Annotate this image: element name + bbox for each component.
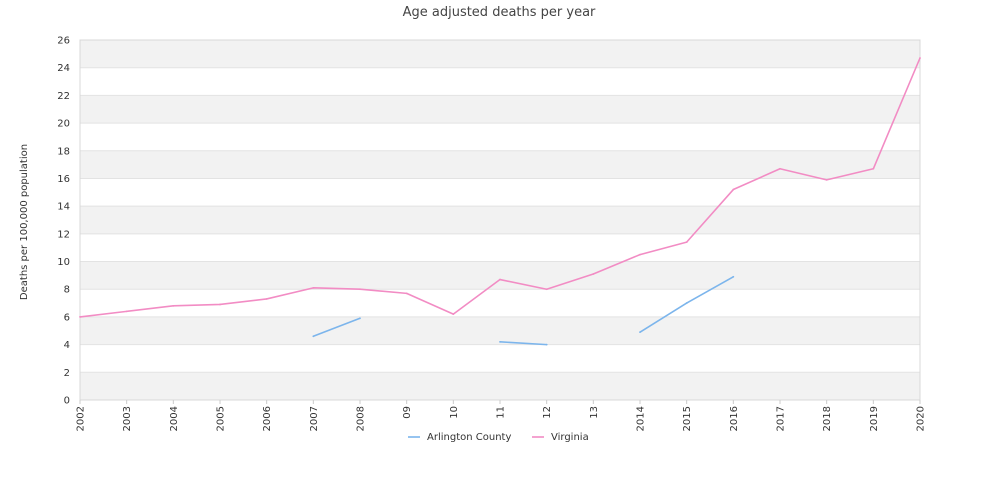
x-tick-label: 10: [449, 406, 460, 419]
data-point: [125, 310, 128, 313]
data-point: [405, 292, 408, 295]
x-tick-label: 2004: [169, 406, 180, 431]
grid-band: [80, 206, 920, 234]
series-line: [499, 341, 547, 346]
x-tick-label: 09: [402, 406, 413, 419]
x-tick-label: 2005: [216, 406, 227, 431]
grid-band: [80, 95, 920, 124]
data-point: [639, 331, 641, 334]
x-tick-label: 2019: [869, 406, 880, 431]
data-point: [639, 253, 641, 256]
x-tick-label: 2017: [776, 406, 787, 431]
y-tick-label: 20: [57, 119, 70, 130]
x-tick-label: 2006: [262, 406, 273, 431]
x-tick-label: 2007: [309, 406, 320, 431]
data-point: [732, 188, 735, 191]
data-point: [359, 317, 361, 320]
data-point: [499, 278, 501, 281]
series-arlington-county: [312, 275, 735, 346]
grid-band: [80, 372, 920, 400]
data-point: [732, 275, 735, 278]
x-tick-label: 2016: [729, 406, 740, 431]
legend: Arlington County Virginia: [408, 432, 589, 443]
data-point: [685, 302, 688, 304]
y-tick-label: 12: [57, 229, 70, 240]
x-tick-label: 12: [542, 406, 553, 419]
y-tick-label: 6: [64, 312, 70, 323]
series-layer: [79, 57, 921, 346]
data-point: [685, 241, 688, 244]
y-tick-label: 4: [64, 340, 70, 351]
data-point: [872, 167, 875, 170]
y-tick-label: 16: [57, 174, 70, 185]
data-point: [312, 335, 315, 338]
series-virginia: [79, 57, 921, 318]
x-tick-label: 2008: [356, 406, 367, 431]
data-point: [172, 304, 175, 307]
x-tick-label: 2018: [822, 406, 833, 431]
grid-band: [80, 150, 920, 179]
x-tick-label: 2003: [122, 406, 133, 431]
data-point: [545, 343, 548, 346]
x-axis-ticks: 2002 2003 2004 2005 2006 2007 2008 09 10 11 12 13 20…: [76, 400, 927, 431]
y-tick-label: 8: [64, 285, 70, 296]
y-tick-label: 2: [64, 368, 70, 379]
grid-band: [80, 316, 920, 345]
grid-bands: [80, 40, 920, 400]
data-point: [79, 316, 81, 318]
x-tick-label: 2020: [916, 406, 927, 431]
y-axis-label: Deaths per 100,000 population: [19, 144, 30, 300]
y-tick-label: 14: [57, 202, 70, 213]
x-tick-label: 13: [589, 406, 600, 419]
data-point: [779, 167, 781, 170]
grid-band: [80, 261, 920, 290]
y-tick-label: 18: [57, 146, 70, 157]
y-tick-label: 0: [64, 396, 70, 407]
data-point: [452, 313, 455, 316]
data-point: [919, 57, 921, 59]
data-point: [359, 288, 361, 291]
x-tick-label: 2002: [76, 406, 87, 431]
legend-label: Virginia: [551, 432, 589, 443]
data-point: [825, 178, 828, 181]
data-point: [265, 298, 268, 300]
y-tick-label: 26: [57, 36, 70, 47]
y-tick-label: 24: [57, 63, 70, 74]
data-point: [499, 340, 501, 343]
x-tick-label: 11: [496, 406, 507, 419]
data-point: [312, 286, 315, 289]
legend-label: Arlington County: [427, 432, 511, 443]
grid-band: [80, 40, 920, 68]
series-line: [313, 317, 361, 338]
data-point: [219, 303, 221, 306]
x-tick-label: 2014: [636, 406, 647, 431]
y-tick-label: 10: [57, 257, 70, 268]
chart-title: Age adjusted deaths per year: [403, 5, 596, 20]
data-point: [592, 273, 595, 275]
data-point: [545, 288, 548, 291]
x-tick-label: 2015: [682, 406, 693, 431]
y-tick-label: 22: [57, 91, 70, 102]
